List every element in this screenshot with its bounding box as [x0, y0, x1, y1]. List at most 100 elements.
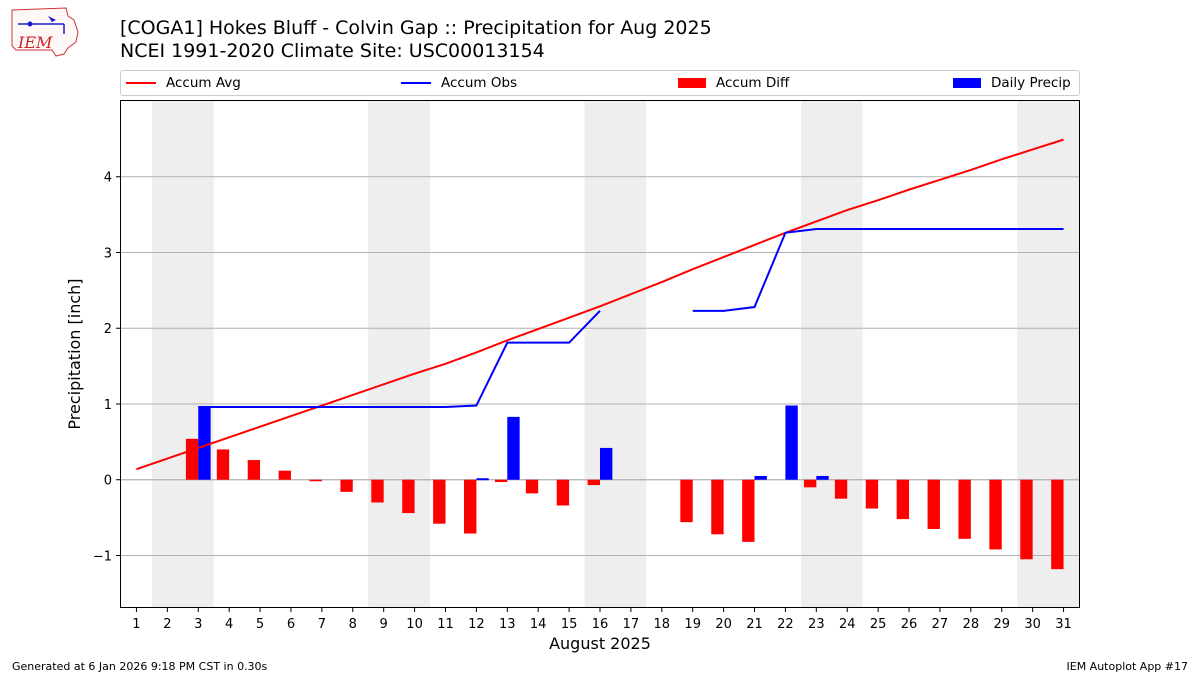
- accum-obs-line: [198, 228, 1064, 409]
- y-tick-label: 1: [104, 398, 112, 413]
- chart-title: [COGA1] Hokes Bluff - Colvin Gap :: Prec…: [120, 17, 712, 39]
- accum-diff-bar: [556, 479, 570, 506]
- accum-obs-line-segment: [198, 310, 601, 409]
- weekend-band: [368, 101, 431, 607]
- footer-app: IEM Autoplot App #17: [1066, 660, 1189, 673]
- daily-precip-bar: [785, 405, 798, 480]
- weekend-band: [800, 101, 863, 607]
- x-tick-label: 20: [715, 617, 732, 632]
- accum-diff-bars: [185, 438, 1064, 570]
- accum-diff-bar: [464, 479, 477, 534]
- accum-diff-bar: [803, 479, 817, 488]
- accum-diff-bar: [371, 479, 384, 503]
- accum-diff-bar: [309, 479, 322, 482]
- accum-diff-bar: [340, 479, 353, 492]
- accum-avg-line: [136, 138, 1064, 471]
- accum-diff-bar: [216, 449, 230, 480]
- x-tick-label: 5: [256, 617, 264, 632]
- daily-precip-bars: [198, 405, 829, 481]
- accum-diff-bar: [711, 479, 724, 535]
- x-tick-label: 19: [684, 617, 701, 632]
- daily-precip-bar: [600, 447, 613, 480]
- x-tick-label: 11: [437, 617, 454, 632]
- x-tick-label: 26: [901, 617, 918, 632]
- x-tick-label: 17: [623, 617, 640, 632]
- y-axis-ticks: −1 0 1 2 3 4: [93, 171, 121, 564]
- x-tick-label: 2: [163, 617, 171, 632]
- x-tick-label: 10: [406, 617, 423, 632]
- x-tick-label: 16: [592, 617, 609, 632]
- x-tick-label: 8: [349, 617, 357, 632]
- legend-item-accum-obs: Accum Obs: [401, 71, 517, 95]
- legend-label-accum-diff: Accum Diff: [716, 75, 790, 91]
- y-tick-label: −1: [93, 549, 112, 564]
- weekend-band: [584, 101, 647, 607]
- legend-swatch-accum-avg: [126, 82, 156, 84]
- x-tick-label: 3: [194, 617, 202, 632]
- legend-swatch-accum-obs: [401, 82, 431, 84]
- accum-diff-bar: [1020, 479, 1033, 560]
- x-tick-label: 31: [1055, 617, 1072, 632]
- x-tick-label: 30: [1024, 617, 1041, 632]
- weekend-bands: [151, 101, 1079, 607]
- x-tick-label: 6: [287, 617, 295, 632]
- logo-text: IEM: [17, 33, 53, 52]
- accum-diff-bar: [989, 479, 1002, 550]
- y-tick-label: 4: [104, 171, 112, 186]
- x-axis-ticks: 1 2 3 4 5 6 7 8 9 10 11 12 13 14 15 16 17 18 19 20 21 22 23 24 2…: [132, 607, 1072, 632]
- x-tick-label: 15: [561, 617, 578, 632]
- accum-obs-line-segment: [692, 228, 1064, 312]
- x-tick-label: 28: [963, 617, 980, 632]
- accum-diff-bar: [433, 479, 446, 524]
- accum-diff-bar: [896, 479, 910, 520]
- accum-diff-bar: [958, 479, 971, 539]
- y-tick-label: 3: [104, 246, 112, 261]
- legend-item-accum-avg: Accum Avg: [126, 71, 241, 95]
- x-tick-label: 12: [468, 617, 485, 632]
- x-tick-label: 22: [777, 617, 794, 632]
- daily-precip-bar: [507, 416, 520, 480]
- legend-swatch-daily-precip: [953, 78, 981, 88]
- x-tick-label: 9: [380, 617, 388, 632]
- legend-label-accum-obs: Accum Obs: [441, 75, 518, 91]
- accum-diff-bar: [680, 479, 693, 523]
- legend-label-daily-precip: Daily Precip: [991, 75, 1071, 91]
- legend-item-accum-diff: Accum Diff: [678, 71, 789, 95]
- accum-avg-line-segment: [136, 138, 1064, 471]
- accum-diff-bar: [587, 479, 600, 486]
- x-tick-label: 1: [132, 617, 140, 632]
- x-tick-label: 24: [839, 617, 856, 632]
- accum-diff-bar: [185, 438, 199, 480]
- accum-diff-bar: [402, 479, 415, 514]
- footer-generated: Generated at 6 Jan 2026 9:18 PM CST in 0…: [12, 660, 268, 673]
- legend-item-daily-precip: Daily Precip: [953, 71, 1071, 95]
- accum-diff-bar: [834, 479, 848, 499]
- daily-precip-bar: [816, 475, 829, 480]
- accum-diff-bar: [494, 479, 508, 483]
- y-tick-label: 2: [104, 322, 112, 337]
- accum-diff-bar: [278, 470, 291, 480]
- x-tick-label: 18: [654, 617, 671, 632]
- legend-swatch-accum-diff: [678, 78, 706, 88]
- x-tick-label: 21: [746, 617, 763, 632]
- x-axis-label: August 2025: [549, 634, 651, 653]
- x-tick-label: 23: [808, 617, 825, 632]
- y-tick-label: 0: [104, 474, 112, 489]
- x-tick-label: 25: [870, 617, 887, 632]
- y-axis-label: Precipitation [inch]: [65, 278, 84, 429]
- accum-diff-bar: [1051, 479, 1064, 570]
- weekend-band: [151, 101, 214, 607]
- x-tick-label: 7: [318, 617, 326, 632]
- daily-precip-bar: [754, 475, 767, 480]
- daily-precip-bar: [476, 478, 489, 481]
- accum-diff-bar: [742, 479, 755, 542]
- accum-diff-bar: [525, 479, 539, 494]
- x-tick-label: 4: [225, 617, 233, 632]
- x-tick-label: 13: [499, 617, 516, 632]
- x-tick-label: 14: [530, 617, 547, 632]
- chart-subtitle: NCEI 1991-2020 Climate Site: USC00013154: [120, 40, 545, 62]
- accum-diff-bar: [865, 479, 879, 509]
- chart-legend: Accum Avg Accum Obs Accum Diff Daily Pre…: [120, 70, 1080, 96]
- accum-diff-bar: [247, 460, 261, 480]
